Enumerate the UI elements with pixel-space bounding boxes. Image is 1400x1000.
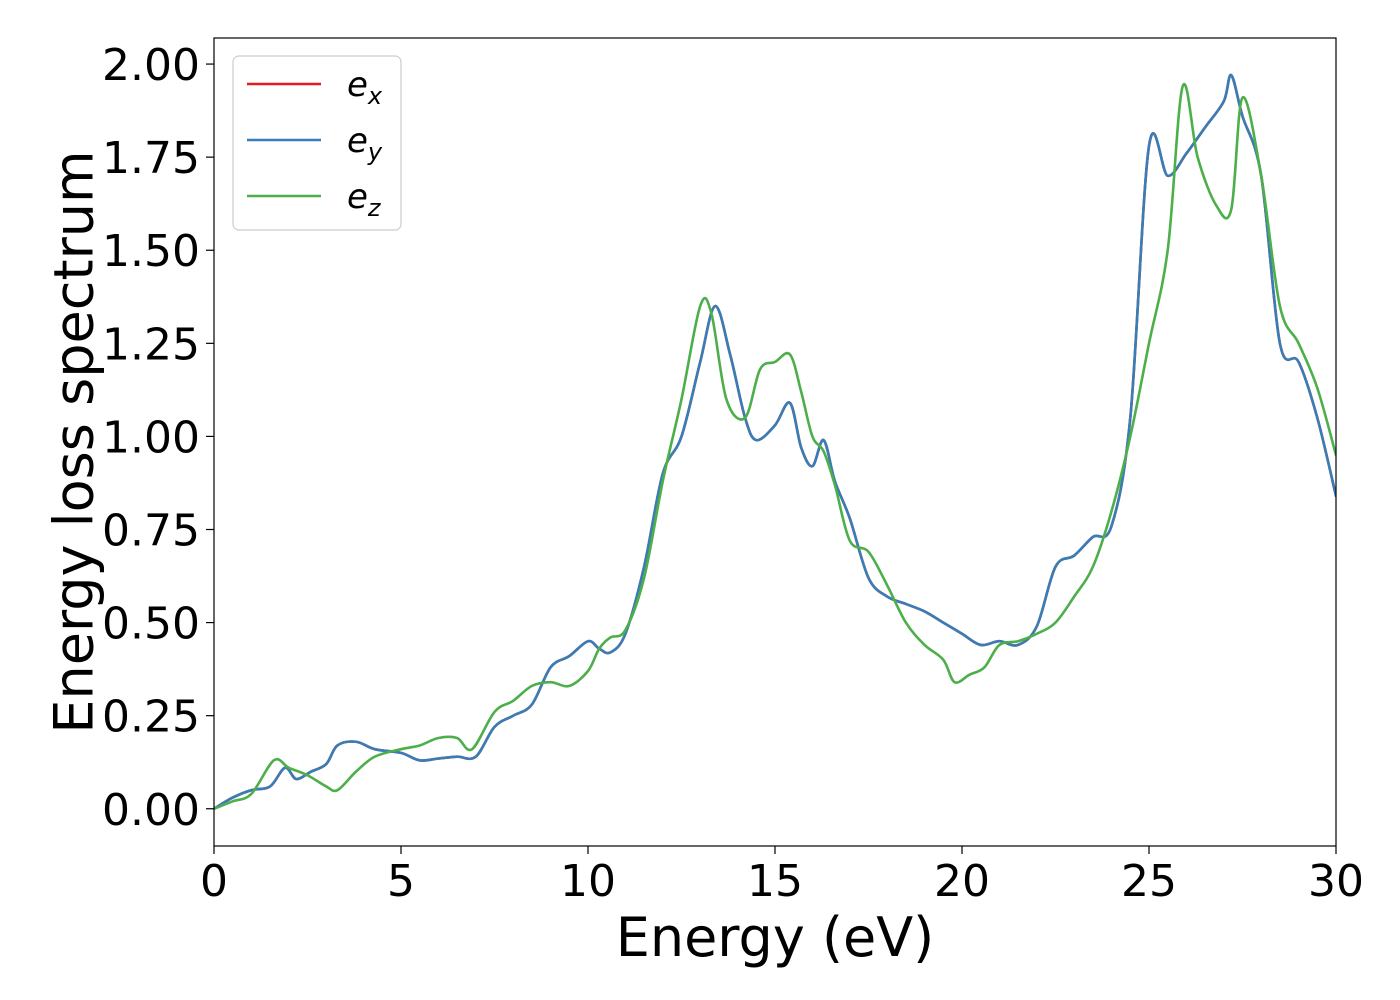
- x-tick-label: 15: [747, 856, 803, 907]
- y-tick-label: 0.25: [102, 692, 200, 743]
- x-tick-label: 20: [934, 856, 990, 907]
- x-tick-label: 5: [387, 856, 415, 907]
- y-axis: 0.00 0.25 0.50 0.75 1.00 1.25 1.50 1.75 2.00: [102, 40, 214, 836]
- y-tick-label: 1.25: [102, 319, 200, 370]
- y-tick-label: 1.00: [102, 412, 200, 463]
- y-tick-label: 0.75: [102, 506, 200, 557]
- x-tick-label: 0: [200, 856, 228, 907]
- y-tick-label: 1.50: [102, 226, 200, 277]
- x-axis-label: Energy (eV): [616, 906, 935, 969]
- y-tick-label: 0.00: [102, 785, 200, 836]
- x-tick-label: 10: [560, 856, 616, 907]
- plot-lines: [214, 73, 1336, 811]
- legend-entry: ez: [247, 177, 382, 222]
- legend-entry: ey: [247, 121, 383, 166]
- legend-entry: ex: [247, 65, 383, 110]
- y-tick-label: 1.75: [102, 133, 200, 184]
- y-axis-label: Energy loss spectrum: [43, 150, 106, 733]
- legend-box: [232, 55, 402, 231]
- y-tick-label: 2.00: [102, 40, 200, 91]
- legend-label: ex: [347, 65, 383, 110]
- x-axis: 0 5 10 15 20 25 30: [200, 846, 1364, 907]
- legend-label: ey: [347, 121, 383, 166]
- legend-label: ez: [347, 177, 382, 222]
- series-line-ez: [214, 82, 1336, 811]
- series-line-ey: [214, 73, 1336, 811]
- x-tick-label: 25: [1121, 856, 1177, 907]
- legend: ex ey ez: [232, 55, 402, 231]
- y-tick-label: 0.50: [102, 599, 200, 650]
- x-tick-label: 30: [1308, 856, 1364, 907]
